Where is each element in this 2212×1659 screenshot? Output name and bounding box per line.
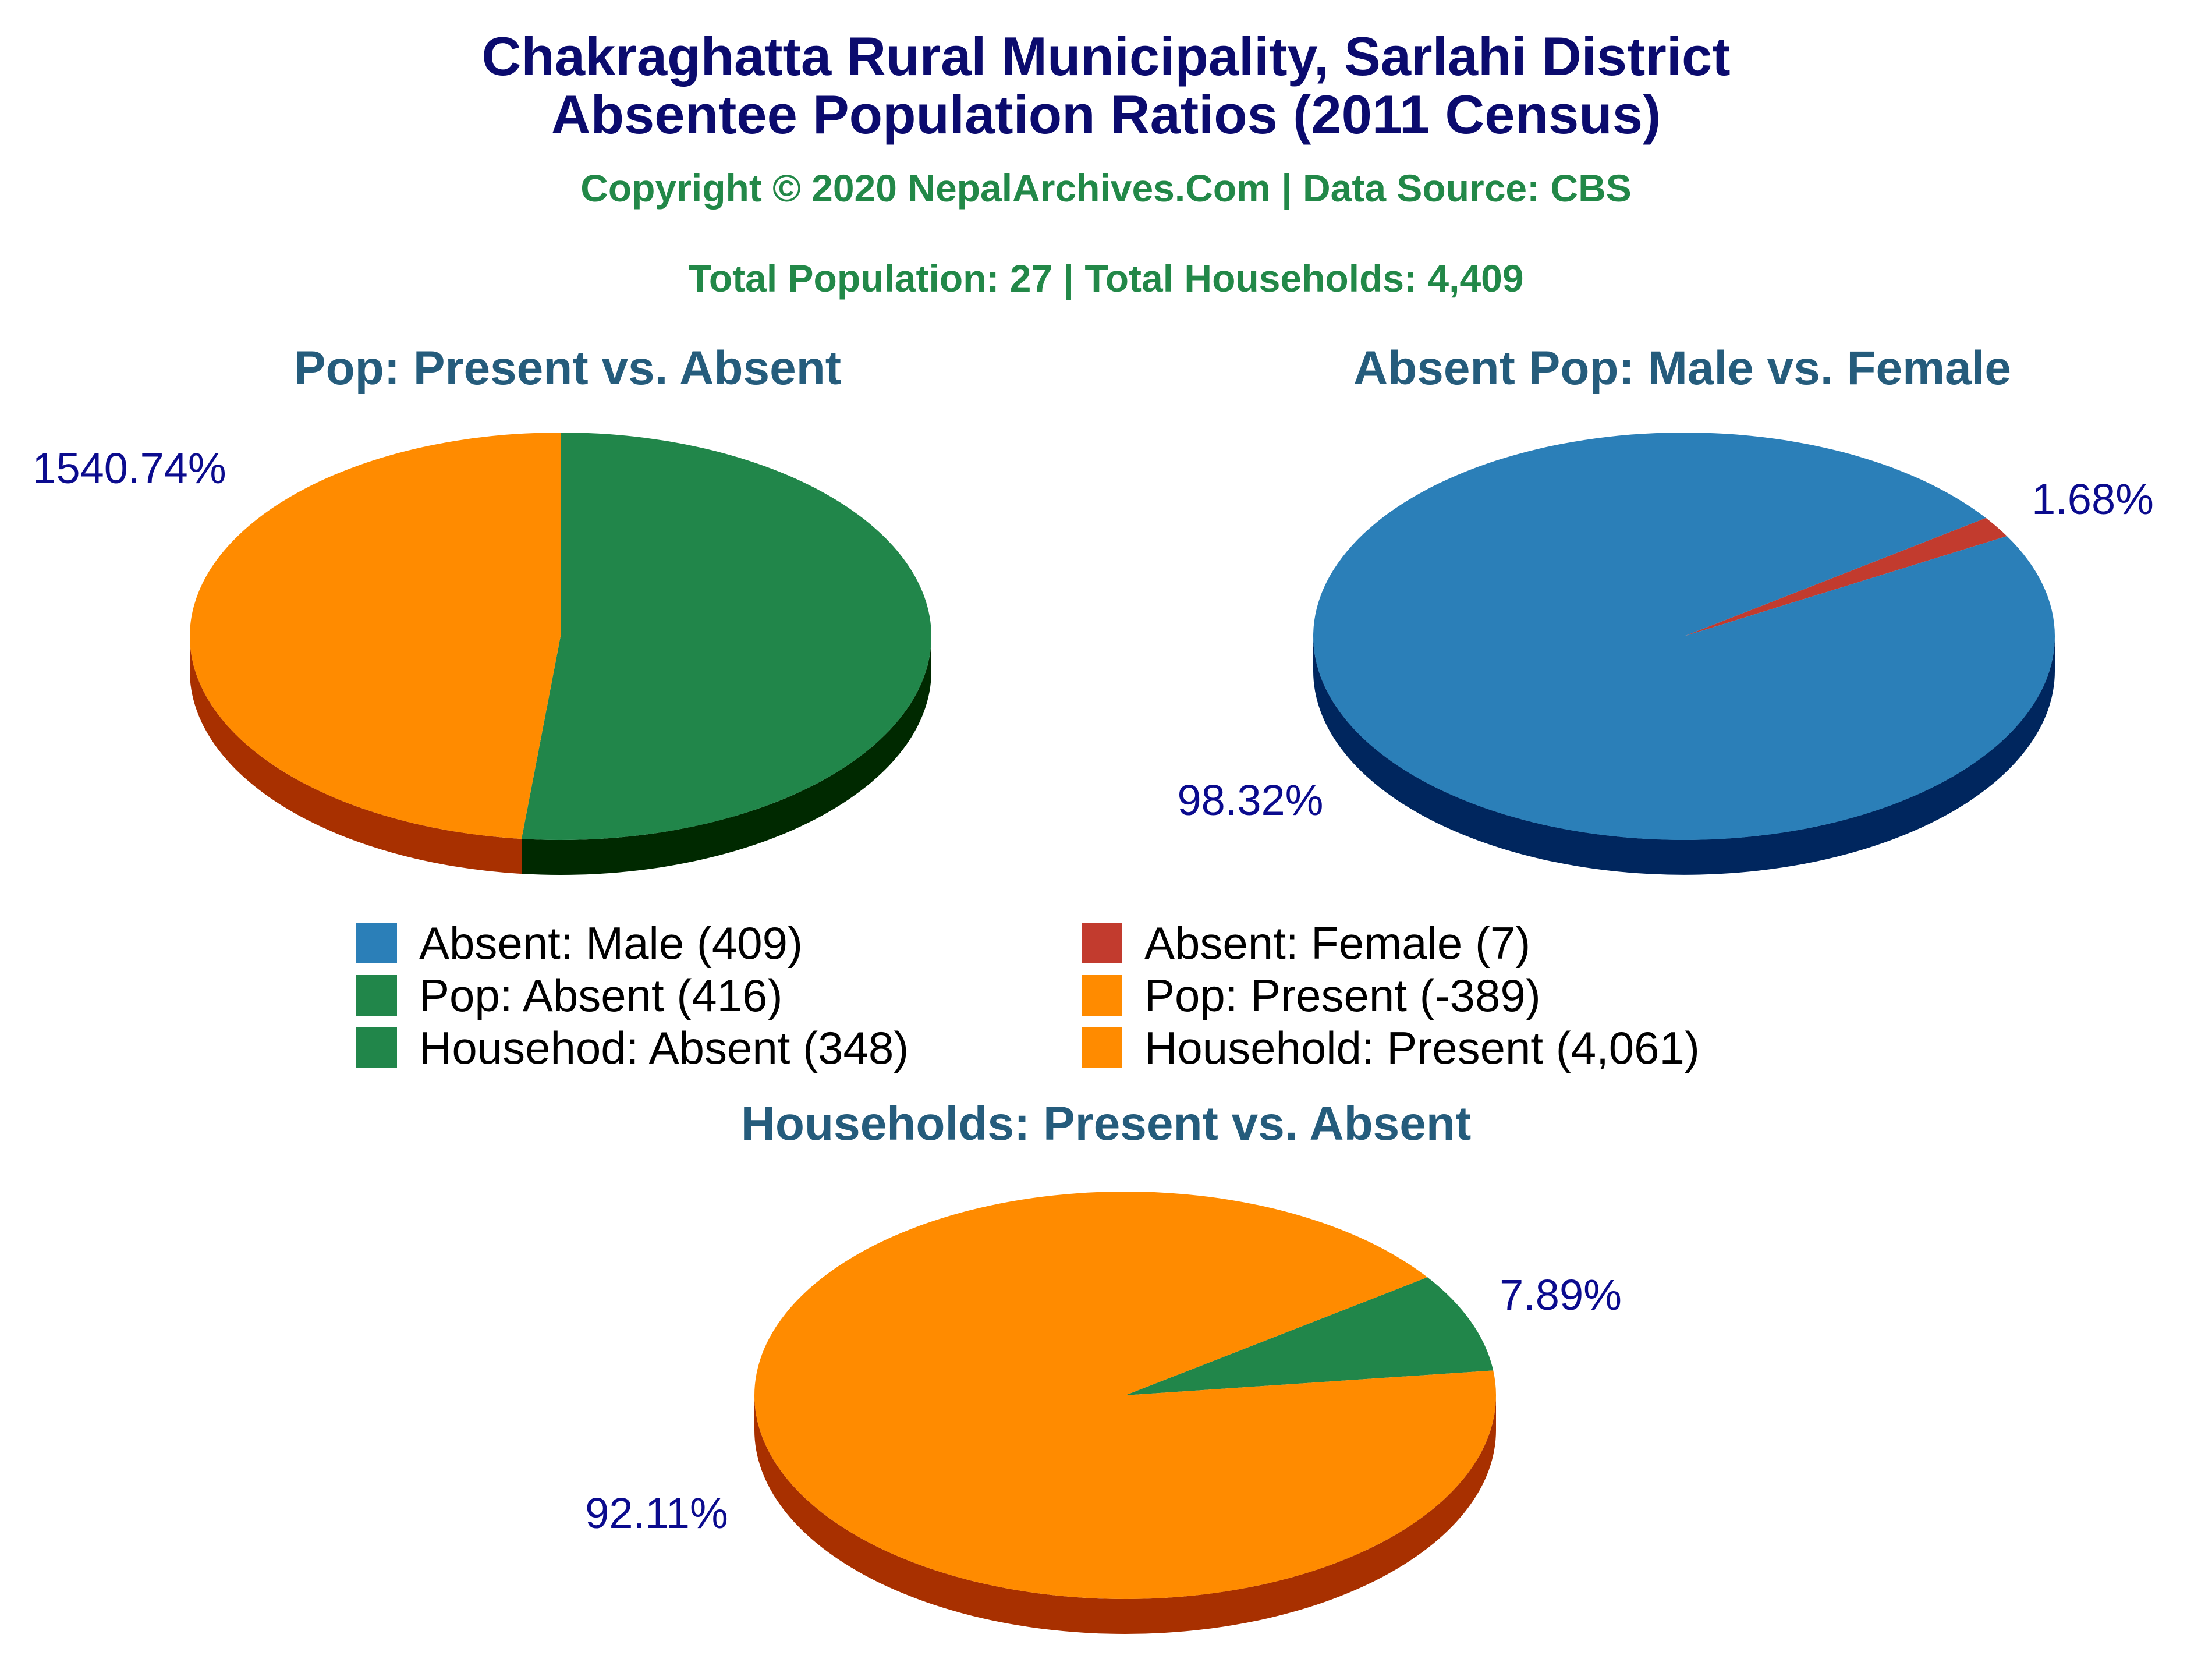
copyright-text: Copyright © 2020 NepalArchives.Com | Dat… bbox=[580, 166, 1632, 210]
pie-slice-pop-present bbox=[189, 433, 561, 839]
pie-slice-pop-absent bbox=[522, 433, 931, 840]
legend-label: Househod: Absent (348) bbox=[419, 1022, 909, 1073]
pie-chart-1: 1540.74% bbox=[32, 433, 931, 875]
totals-text: Total Population: 27 | Total Households:… bbox=[688, 257, 1524, 300]
pie-slice-absent-male bbox=[1313, 433, 2055, 841]
legend-label: Absent: Female (7) bbox=[1144, 917, 1531, 969]
legend-item-pop-present: Pop: Present (-389) bbox=[1082, 972, 1541, 1019]
pie-side-absent-male bbox=[1313, 636, 2055, 875]
chart-title-line1: Chakraghatta Rural Municipality, Sarlahi… bbox=[481, 26, 1731, 87]
legend-item-household-present: Household: Present (4,061) bbox=[1082, 1025, 1700, 1071]
pie-percent-label: 98.32% bbox=[1178, 776, 1324, 824]
legend-label: Household: Present (4,061) bbox=[1144, 1022, 1700, 1073]
pie-chart-3: 7.89% 92.11% bbox=[585, 1192, 1622, 1634]
pie1-title: Pop: Present vs. Absent bbox=[293, 342, 842, 395]
pie-percent-label: 1540.74% bbox=[32, 444, 226, 492]
legend-swatch bbox=[356, 923, 397, 963]
pie-slice-household-present bbox=[754, 1192, 1496, 1600]
legend-item-absent-male: Absent: Male (409) bbox=[356, 920, 803, 966]
pie-percent-label: 1.68% bbox=[2032, 475, 2154, 523]
legend-label: Pop: Present (-389) bbox=[1144, 970, 1541, 1021]
legend-label: Absent: Male (409) bbox=[419, 917, 803, 969]
pie-chart-2: 1.68% 98.32% bbox=[1178, 433, 2154, 875]
pie-side-household-present bbox=[754, 1395, 1496, 1634]
pie-side-pop-absent bbox=[522, 636, 931, 875]
chart-title-line2: Absentee Population Ratios (2011 Census) bbox=[551, 84, 1661, 145]
pie-side-pop-present bbox=[190, 636, 522, 874]
pie-percent-label: 7.89% bbox=[1500, 1271, 1622, 1319]
pie-slice-absent-female bbox=[1684, 517, 2007, 636]
legend-swatch bbox=[1082, 1027, 1122, 1068]
legend-item-absent-female: Absent: Female (7) bbox=[1082, 920, 1530, 966]
pie2-title: Absent Pop: Male vs. Female bbox=[1353, 342, 2012, 395]
legend-swatch bbox=[1082, 975, 1122, 1016]
legend-item-household-absent: Househod: Absent (348) bbox=[356, 1025, 909, 1071]
pie-slice-househod-absent bbox=[1125, 1277, 1494, 1395]
pie3-title: Households: Present vs. Absent bbox=[740, 1097, 1472, 1150]
legend-swatch bbox=[356, 975, 397, 1016]
legend-item-pop-absent: Pop: Absent (416) bbox=[356, 972, 782, 1019]
legend-swatch bbox=[1082, 923, 1122, 963]
legend-swatch bbox=[356, 1027, 397, 1068]
legend-label: Pop: Absent (416) bbox=[419, 970, 783, 1021]
pie-percent-label: 92.11% bbox=[585, 1489, 728, 1537]
